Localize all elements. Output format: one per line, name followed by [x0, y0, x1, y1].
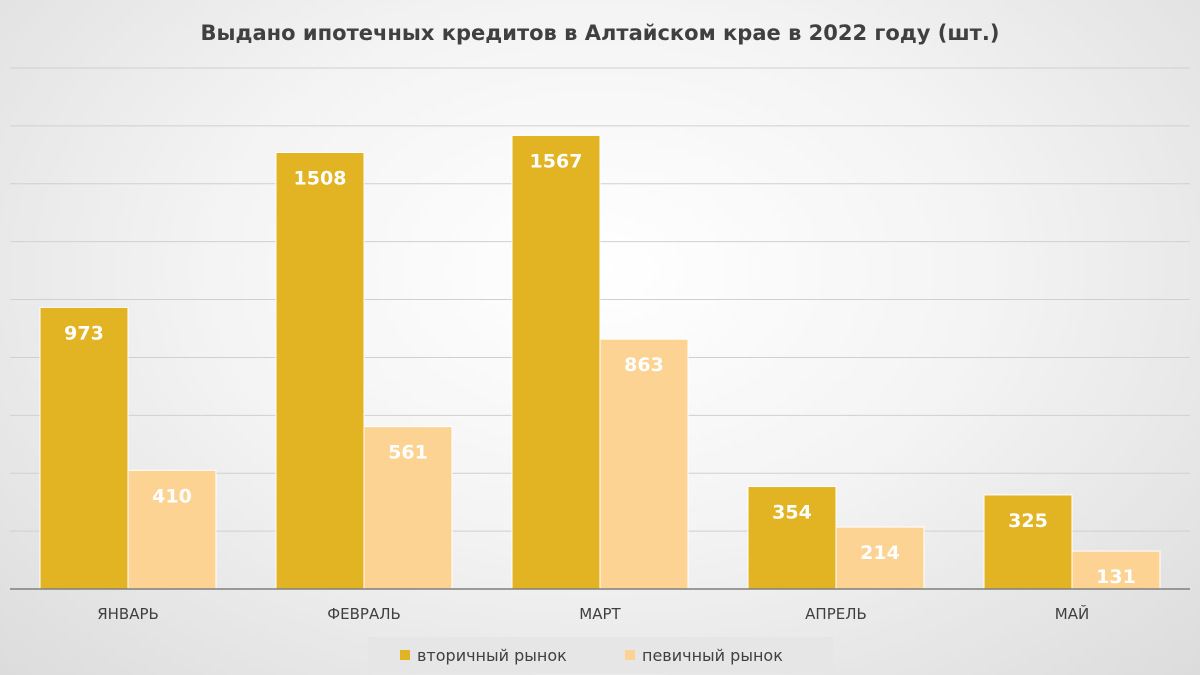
data-label-primary-0: 410 — [152, 485, 192, 507]
data-label-secondary-1: 1508 — [294, 168, 347, 190]
bar-primary-4 — [1071, 550, 1161, 590]
category-label-4: МАЙ — [1055, 604, 1089, 623]
data-label-secondary-2: 1567 — [530, 150, 583, 172]
legend: вторичный рынок певичный рынок — [368, 637, 833, 673]
data-labels: 973 410 1508 561 1567 863 354 214 325 131 — [64, 150, 1136, 588]
bars — [39, 134, 1161, 590]
data-label-secondary-3: 354 — [772, 502, 812, 524]
legend-swatch-0 — [400, 650, 410, 660]
data-label-primary-2: 863 — [624, 354, 664, 376]
legend-label-1: певичный рынок — [642, 646, 783, 665]
legend-background — [368, 637, 833, 673]
bar-secondary-1 — [275, 152, 365, 590]
category-label-0: ЯНВАРЬ — [97, 605, 159, 623]
category-labels: ЯНВАРЬ ФЕВРАЛЬ МАРТ АПРЕЛЬ МАЙ — [97, 604, 1089, 623]
data-label-primary-1: 561 — [388, 442, 428, 464]
category-label-3: АПРЕЛЬ — [805, 605, 867, 623]
bar-secondary-2 — [511, 134, 601, 590]
data-label-primary-4: 131 — [1096, 566, 1136, 588]
legend-label-0: вторичный рынок — [417, 646, 567, 665]
category-label-2: МАРТ — [579, 605, 621, 623]
bar-secondary-0 — [39, 306, 129, 590]
bar-primary-2 — [599, 338, 689, 590]
data-label-primary-3: 214 — [860, 542, 900, 564]
bar-primary-0 — [127, 469, 217, 590]
chart-title: Выдано ипотечных кредитов в Алтайском кр… — [201, 21, 1000, 45]
data-label-secondary-4: 325 — [1008, 510, 1048, 532]
legend-swatch-1 — [625, 650, 635, 660]
category-label-1: ФЕВРАЛЬ — [327, 605, 401, 623]
data-label-secondary-0: 973 — [64, 322, 104, 344]
